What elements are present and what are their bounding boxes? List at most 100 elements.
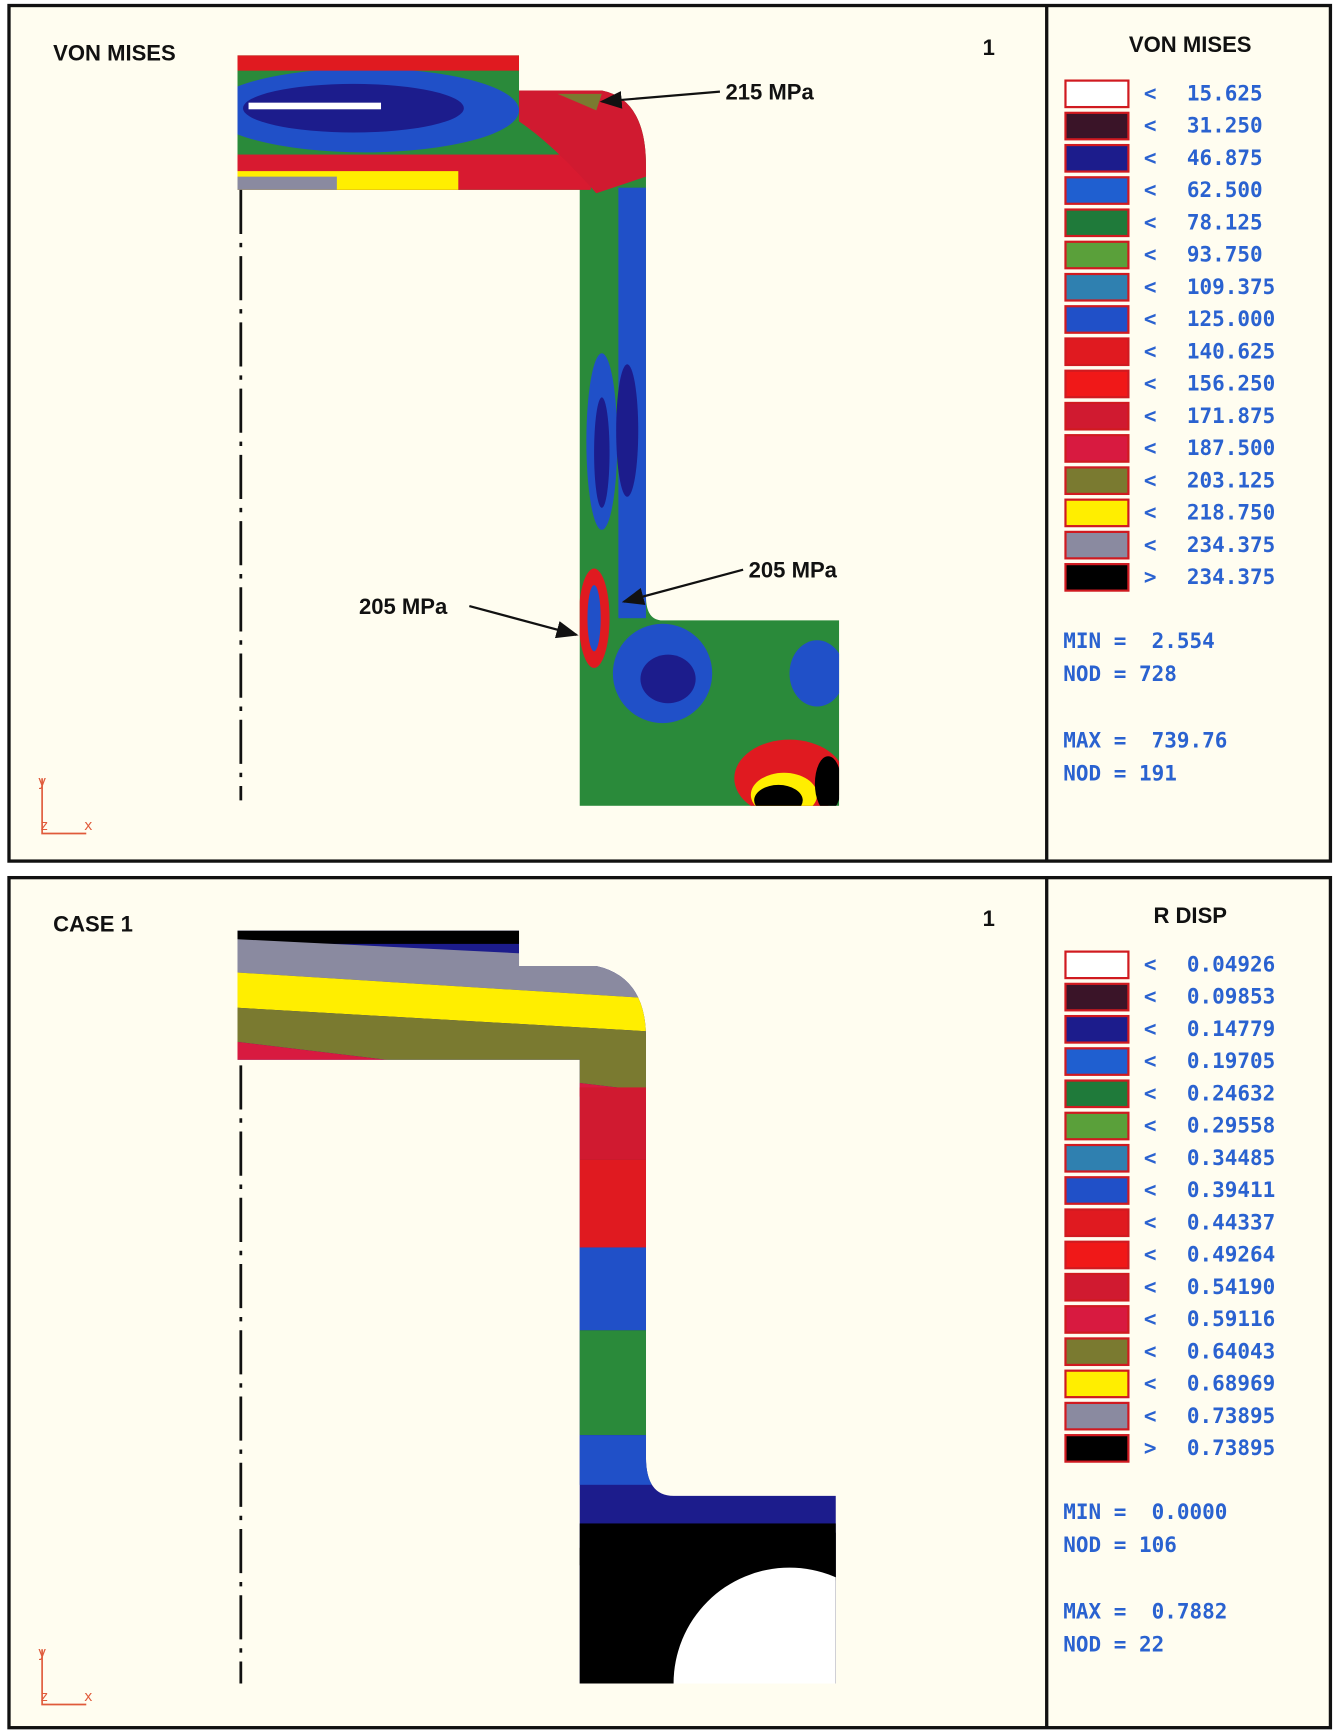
stat-line: MAX = 0.7882 — [1063, 1599, 1227, 1623]
legend-operator: < — [1144, 501, 1157, 525]
legend-value: 203.125 — [1187, 468, 1275, 492]
legend-operator: < — [1144, 1339, 1157, 1363]
legend-swatch — [1065, 1435, 1128, 1461]
legend-swatch — [1065, 952, 1128, 978]
legend-operator: < — [1144, 1210, 1157, 1234]
legend-operator: < — [1144, 243, 1157, 267]
legend-operator: > — [1144, 1436, 1157, 1460]
legend-swatch — [1065, 532, 1128, 558]
legend-value: 93.750 — [1187, 243, 1263, 267]
legend-swatch — [1065, 984, 1128, 1010]
legend-value: 0.44337 — [1187, 1210, 1275, 1234]
legend-operator: < — [1144, 81, 1157, 105]
legend-value: 0.39411 — [1187, 1178, 1275, 1202]
panel-title: CASE 1 — [53, 912, 133, 937]
legend-swatch — [1065, 403, 1128, 429]
axis-label-z: z — [40, 1689, 49, 1705]
legend-swatch — [1065, 274, 1128, 300]
legend-title: VON MISES — [1129, 32, 1252, 57]
axis-label-x: x — [84, 818, 93, 834]
legend-value: 0.54190 — [1187, 1275, 1275, 1299]
legend-operator: < — [1144, 275, 1157, 299]
legend-value: 187.500 — [1187, 436, 1275, 460]
legend-operator: < — [1144, 1146, 1157, 1170]
legend-operator: < — [1144, 1243, 1157, 1267]
legend-value: 0.14779 — [1187, 1017, 1275, 1041]
legend-swatch — [1065, 242, 1128, 268]
legend-value: 156.250 — [1187, 372, 1275, 396]
stat-line: NOD = 106 — [1063, 1533, 1177, 1557]
stat-line: MAX = 739.76 — [1063, 728, 1227, 752]
step-number: 1 — [983, 35, 995, 60]
legend-swatch — [1065, 1177, 1128, 1203]
legend-swatch — [1065, 1016, 1128, 1042]
legend-operator: > — [1144, 565, 1157, 589]
legend-value: 0.64043 — [1187, 1339, 1275, 1363]
axis-label-y: y — [38, 1645, 47, 1661]
legend-operator: < — [1144, 404, 1157, 428]
legend-swatch — [1065, 564, 1128, 590]
legend-swatch — [1065, 1306, 1128, 1332]
legend-swatch — [1065, 1081, 1128, 1107]
stat-line: MIN = 0.0000 — [1063, 1500, 1227, 1524]
legend-operator: < — [1144, 468, 1157, 492]
page: {"panels": [ {"title": "VON MISES", "num… — [0, 0, 1335, 1731]
legend-operator: < — [1144, 436, 1157, 460]
legend-value: 0.09853 — [1187, 985, 1275, 1009]
legend-operator: < — [1144, 1081, 1157, 1105]
stat-line: MIN = 2.554 — [1063, 629, 1215, 653]
legend-value: 140.625 — [1187, 339, 1275, 363]
axis-label-z: z — [40, 818, 49, 834]
legend-operator: < — [1144, 1049, 1157, 1073]
legend-operator: < — [1144, 1307, 1157, 1331]
legend-value: 62.500 — [1187, 178, 1263, 202]
legend-operator: < — [1144, 952, 1157, 976]
legend-value: 46.875 — [1187, 146, 1263, 170]
legend-value: 171.875 — [1187, 404, 1275, 428]
legend-operator: < — [1144, 1372, 1157, 1396]
legend-swatch — [1065, 113, 1128, 139]
legend-title: R DISP — [1153, 903, 1227, 928]
legend-swatch — [1065, 1403, 1128, 1429]
legend-swatch — [1065, 467, 1128, 493]
stat-line: NOD = 728 — [1063, 662, 1177, 686]
legend-value: 218.750 — [1187, 501, 1275, 525]
legend-swatch — [1065, 81, 1128, 107]
legend-swatch — [1065, 1242, 1128, 1268]
legend-swatch — [1065, 306, 1128, 332]
legend-value: 15.625 — [1187, 81, 1263, 105]
legend-swatch — [1065, 1371, 1128, 1397]
legend-value: 0.49264 — [1187, 1243, 1275, 1267]
stat-line: NOD = 191 — [1063, 761, 1177, 785]
legend-swatch — [1065, 1274, 1128, 1300]
legend-operator: < — [1144, 146, 1157, 170]
legend-swatch — [1065, 1338, 1128, 1364]
legend-operator: < — [1144, 533, 1157, 557]
legend-swatch — [1065, 1209, 1128, 1235]
legend-operator: < — [1144, 1178, 1157, 1202]
annotation: 205 MPa — [359, 594, 448, 619]
legend-operator: < — [1144, 1017, 1157, 1041]
legend-swatch — [1065, 177, 1128, 203]
legend-operator: < — [1144, 985, 1157, 1009]
legend-value: 31.250 — [1187, 114, 1263, 138]
legend-operator: < — [1144, 178, 1157, 202]
legend-operator: < — [1144, 114, 1157, 138]
axis-label-x: x — [84, 1689, 93, 1705]
annotation: 215 MPa — [725, 79, 814, 104]
legend-value: 0.73895 — [1187, 1404, 1275, 1428]
stat-line: NOD = 22 — [1063, 1633, 1164, 1657]
legend-swatch — [1065, 435, 1128, 461]
legend-operator: < — [1144, 1275, 1157, 1299]
legend-swatch — [1065, 1113, 1128, 1139]
figure: VON MISES1VON MISES<15.625<31.250<46.875… — [0, 0, 1335, 1731]
legend-value: 0.29558 — [1187, 1114, 1275, 1138]
legend-value: 0.24632 — [1187, 1081, 1275, 1105]
legend-value: 0.68969 — [1187, 1372, 1275, 1396]
legend-operator: < — [1144, 372, 1157, 396]
legend-value: 109.375 — [1187, 275, 1275, 299]
legend-swatch — [1065, 210, 1128, 236]
legend-swatch — [1065, 338, 1128, 364]
axis-label-y: y — [38, 774, 47, 790]
annotation: 205 MPa — [749, 557, 838, 582]
